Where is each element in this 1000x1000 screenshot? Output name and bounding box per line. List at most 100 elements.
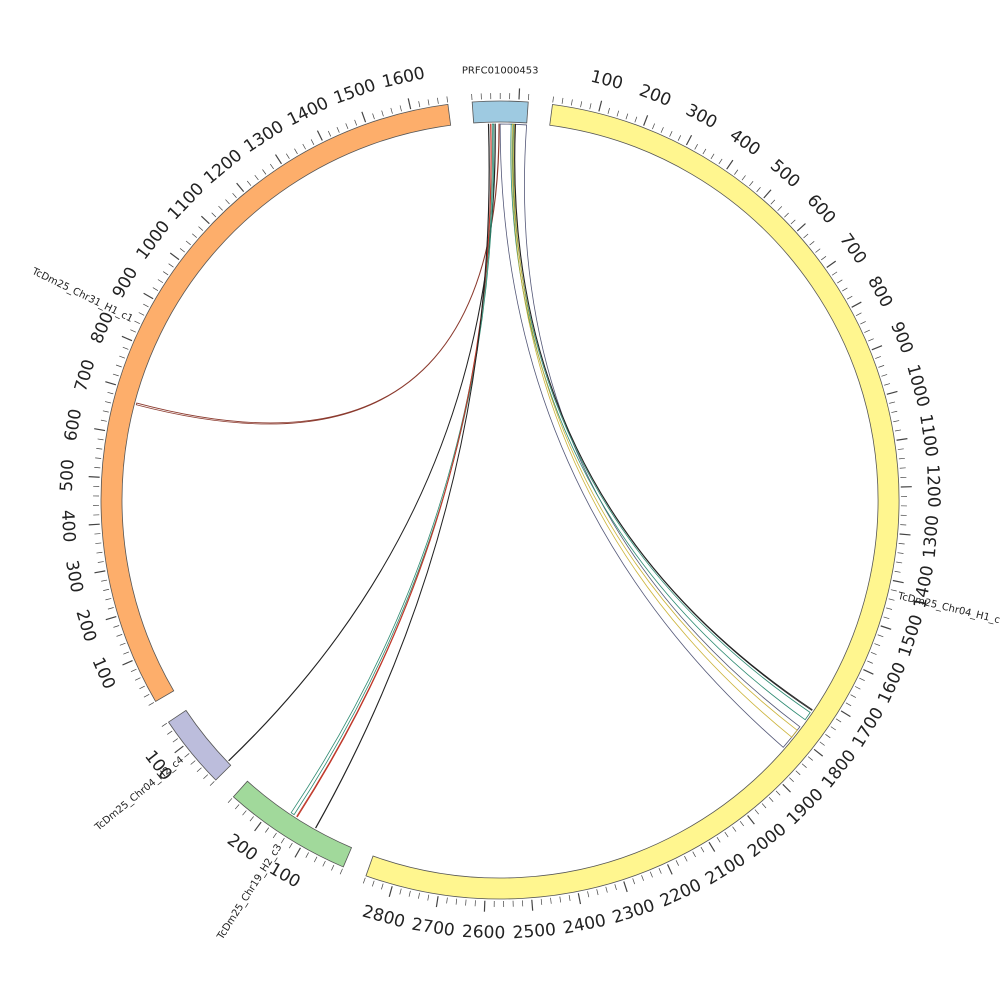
major-tick-tcdm25-chr04-h1-c1 bbox=[782, 783, 791, 793]
minor-tick-tcdm25-chr31-h1-c1 bbox=[269, 163, 274, 170]
major-tick-tcdm25-chr04-h1-c1 bbox=[863, 668, 874, 675]
minor-tick-tcdm25-chr31-h1-c1 bbox=[100, 419, 107, 422]
major-tick-tcdm25-chr31-h1-c1 bbox=[143, 292, 154, 300]
major-tick-tcdm25-chr04-h1-c1 bbox=[813, 748, 824, 757]
minor-tick-tcdm25-chr04-h1-c1 bbox=[850, 694, 857, 698]
ticks-layer bbox=[88, 88, 912, 912]
minor-tick-tcdm25-chr19-h2-c3 bbox=[227, 798, 233, 804]
minor-tick-tcdm25-chr04-h1-c1 bbox=[837, 279, 843, 284]
minor-tick-tcdm25-chr31-h1-c1 bbox=[185, 240, 191, 246]
minor-tick-tcdm25-chr04-h2-c4 bbox=[184, 753, 190, 758]
minor-tick-tcdm25-chr31-h1-c1 bbox=[115, 364, 122, 368]
minor-tick-tcdm25-chr31-h1-c1 bbox=[168, 263, 174, 268]
minor-tick-tcdm25-chr04-h1-c1 bbox=[754, 809, 759, 815]
minor-tick-tcdm25-chr04-h1-c1 bbox=[739, 820, 744, 827]
minor-tick-tcdm25-chr31-h1-c1 bbox=[327, 130, 332, 137]
tick-label-tcdm25-chr04-h1-c1-1000: 1000 bbox=[902, 362, 933, 409]
minor-tick-tcdm25-chr04-h1-c1 bbox=[724, 831, 729, 838]
minor-tick-tcdm25-chr04-h2-c4 bbox=[167, 730, 173, 735]
minor-tick-tcdm25-chr04-h1-c1 bbox=[625, 113, 629, 120]
minor-tick-tcdm25-chr04-h1-c1 bbox=[878, 365, 885, 368]
minor-tick-tcdm25-chr04-h2-c4 bbox=[190, 760, 196, 765]
tick-label-tcdm25-chr04-h1-c1-1300: 1300 bbox=[920, 514, 944, 559]
minor-tick-tcdm25-chr04-h1-c1 bbox=[883, 616, 890, 619]
minor-tick-tcdm25-chr04-h1-c1 bbox=[675, 860, 679, 866]
tick-label-tcdm25-chr31-h1-c1-1600: 1600 bbox=[380, 63, 427, 92]
tick-label-tcdm25-chr19-h2-c3-200: 200 bbox=[223, 830, 261, 865]
minor-tick-tcdm25-chr31-h1-c1 bbox=[103, 588, 110, 591]
minor-tick-tcdm25-chr31-h1-c1 bbox=[94, 533, 101, 535]
minor-tick-tcdm25-chr31-h1-c1 bbox=[134, 677, 141, 681]
minor-tick-tcdm25-chr04-h1-c1 bbox=[568, 894, 571, 901]
minor-tick-tcdm25-chr31-h1-c1 bbox=[139, 685, 145, 690]
minor-tick-tcdm25-chr31-h1-c1 bbox=[116, 634, 123, 637]
minor-tick-tcdm25-chr31-h1-c1 bbox=[191, 233, 197, 238]
minor-tick-tcdm25-chr31-h1-c1 bbox=[101, 579, 108, 582]
tick-label-tcdm25-chr04-h1-c1-600: 600 bbox=[803, 191, 840, 228]
minor-tick-tcdm25-chr31-h1-c1 bbox=[105, 598, 112, 601]
minor-tick-tcdm25-chr19-h2-c3 bbox=[234, 804, 240, 810]
tick-label-tcdm25-chr04-h1-c1-2500: 2500 bbox=[512, 920, 557, 943]
major-tick-tcdm25-chr04-h2-c4 bbox=[174, 745, 184, 754]
minor-tick-tcdm25-chr04-h1-c1 bbox=[614, 884, 617, 891]
minor-tick-tcdm25-chr04-h1-c1 bbox=[570, 99, 573, 106]
minor-tick-tcdm25-chr04-h1-c1 bbox=[660, 127, 664, 133]
tick-label-tcdm25-chr04-h1-c1-900: 900 bbox=[886, 319, 917, 357]
minor-tick-tcdm25-chr31-h1-c1 bbox=[218, 205, 223, 211]
minor-tick-tcdm25-chr04-h1-c1 bbox=[580, 101, 583, 108]
minor-tick-tcdm25-chr31-h1-c1 bbox=[95, 542, 102, 544]
minor-tick-tcdm25-chr04-h1-c1 bbox=[552, 96, 554, 103]
minor-tick-tcdm25-chr31-h1-c1 bbox=[437, 97, 439, 104]
minor-tick-tcdm25-chr04-h1-c1 bbox=[884, 383, 891, 386]
minor-tick-tcdm25-chr31-h1-c1 bbox=[148, 702, 155, 706]
minor-tick-tcdm25-chr31-h1-c1 bbox=[198, 226, 204, 231]
major-tick-tcdm25-chr04-h1-c1 bbox=[577, 893, 582, 905]
minor-tick-tcdm25-chr31-h1-c1 bbox=[96, 448, 103, 450]
minor-tick-tcdm25-chr31-h1-c1 bbox=[138, 312, 145, 316]
minor-tick-tcdm25-chr31-h1-c1 bbox=[107, 607, 114, 610]
minor-tick-tcdm25-chr31-h1-c1 bbox=[446, 96, 449, 103]
major-tick-tcdm25-chr04-h1-c1 bbox=[726, 159, 734, 170]
major-tick-tcdm25-chr31-h1-c1 bbox=[169, 252, 180, 261]
minor-tick-tcdm25-chr04-h1-c1 bbox=[540, 898, 543, 905]
minor-tick-tcdm25-chr04-h1-c1 bbox=[658, 868, 662, 874]
minor-tick-tcdm25-chr04-h1-c1 bbox=[559, 896, 562, 903]
minor-tick-tcdm25-chr04-h1-c1 bbox=[446, 897, 448, 904]
minor-tick-tcdm25-chr04-h1-c1 bbox=[399, 888, 402, 895]
segment-prfc01000453 bbox=[471, 100, 529, 124]
minor-tick-tcdm25-chr04-h1-c1 bbox=[784, 212, 789, 218]
minor-tick-tcdm25-chr31-h1-c1 bbox=[143, 303, 149, 308]
minor-tick-tcdm25-chr31-h1-c1 bbox=[102, 410, 109, 413]
minor-tick-tcdm25-chr04-h1-c1 bbox=[859, 677, 865, 681]
link-prfc01000453-to-tcdm25-chr19-h2-c3-6 bbox=[290, 123, 495, 816]
minor-tick-tcdm25-chr04-h1-c1 bbox=[868, 338, 874, 342]
major-tick-tcdm25-chr04-h1-c1 bbox=[708, 841, 716, 852]
minor-tick-tcdm25-chr04-h1-c1 bbox=[803, 233, 809, 239]
minor-tick-tcdm25-chr04-h1-c1 bbox=[835, 718, 842, 723]
minor-tick-tcdm25-chr04-h2-c4 bbox=[203, 774, 209, 779]
minor-tick-tcdm25-chr31-h1-c1 bbox=[134, 320, 141, 324]
minor-tick-tcdm25-chr04-h1-c1 bbox=[669, 131, 673, 137]
minor-tick-tcdm25-chr04-h1-c1 bbox=[889, 401, 896, 404]
major-tick-tcdm25-chr31-h1-c1 bbox=[94, 570, 106, 574]
minor-tick-tcdm25-chr04-h1-c1 bbox=[408, 890, 411, 897]
minor-tick-tcdm25-chr04-h1-c1 bbox=[716, 837, 721, 843]
minor-tick-tcdm25-chr31-h1-c1 bbox=[107, 391, 114, 395]
major-tick-tcdm25-chr04-h1-c1 bbox=[880, 625, 892, 630]
minor-tick-tcdm25-chr04-h1-c1 bbox=[789, 777, 794, 783]
minor-tick-tcdm25-chr04-h1-c1 bbox=[550, 897, 552, 904]
minor-tick-tcdm25-chr04-h1-c1 bbox=[896, 561, 903, 564]
major-tick-tcdm25-chr31-h1-c1 bbox=[88, 523, 100, 526]
minor-tick-tcdm25-chr31-h1-c1 bbox=[122, 346, 129, 350]
minor-tick-tcdm25-chr04-h1-c1 bbox=[702, 148, 707, 155]
minor-tick-tcdm25-chr31-h1-c1 bbox=[254, 174, 259, 181]
minor-tick-tcdm25-chr31-h1-c1 bbox=[123, 651, 130, 655]
link-prfc01000453-to-tcdm25-chr04-h1-c1-2 bbox=[511, 123, 798, 738]
major-tick-tcdm25-chr04-h1-c1 bbox=[643, 115, 649, 126]
segment-tcdm25-chr04-h2-c4 bbox=[167, 709, 232, 781]
minor-tick-tcdm25-chr04-h1-c1 bbox=[561, 97, 564, 104]
minor-tick-tcdm25-chr04-h1-c1 bbox=[777, 206, 783, 211]
minor-tick-tcdm25-chr31-h1-c1 bbox=[262, 169, 267, 175]
minor-tick-tcdm25-chr04-h2-c4 bbox=[196, 767, 202, 772]
tick-label-tcdm25-chr04-h1-c1-1600: 1600 bbox=[874, 659, 910, 707]
